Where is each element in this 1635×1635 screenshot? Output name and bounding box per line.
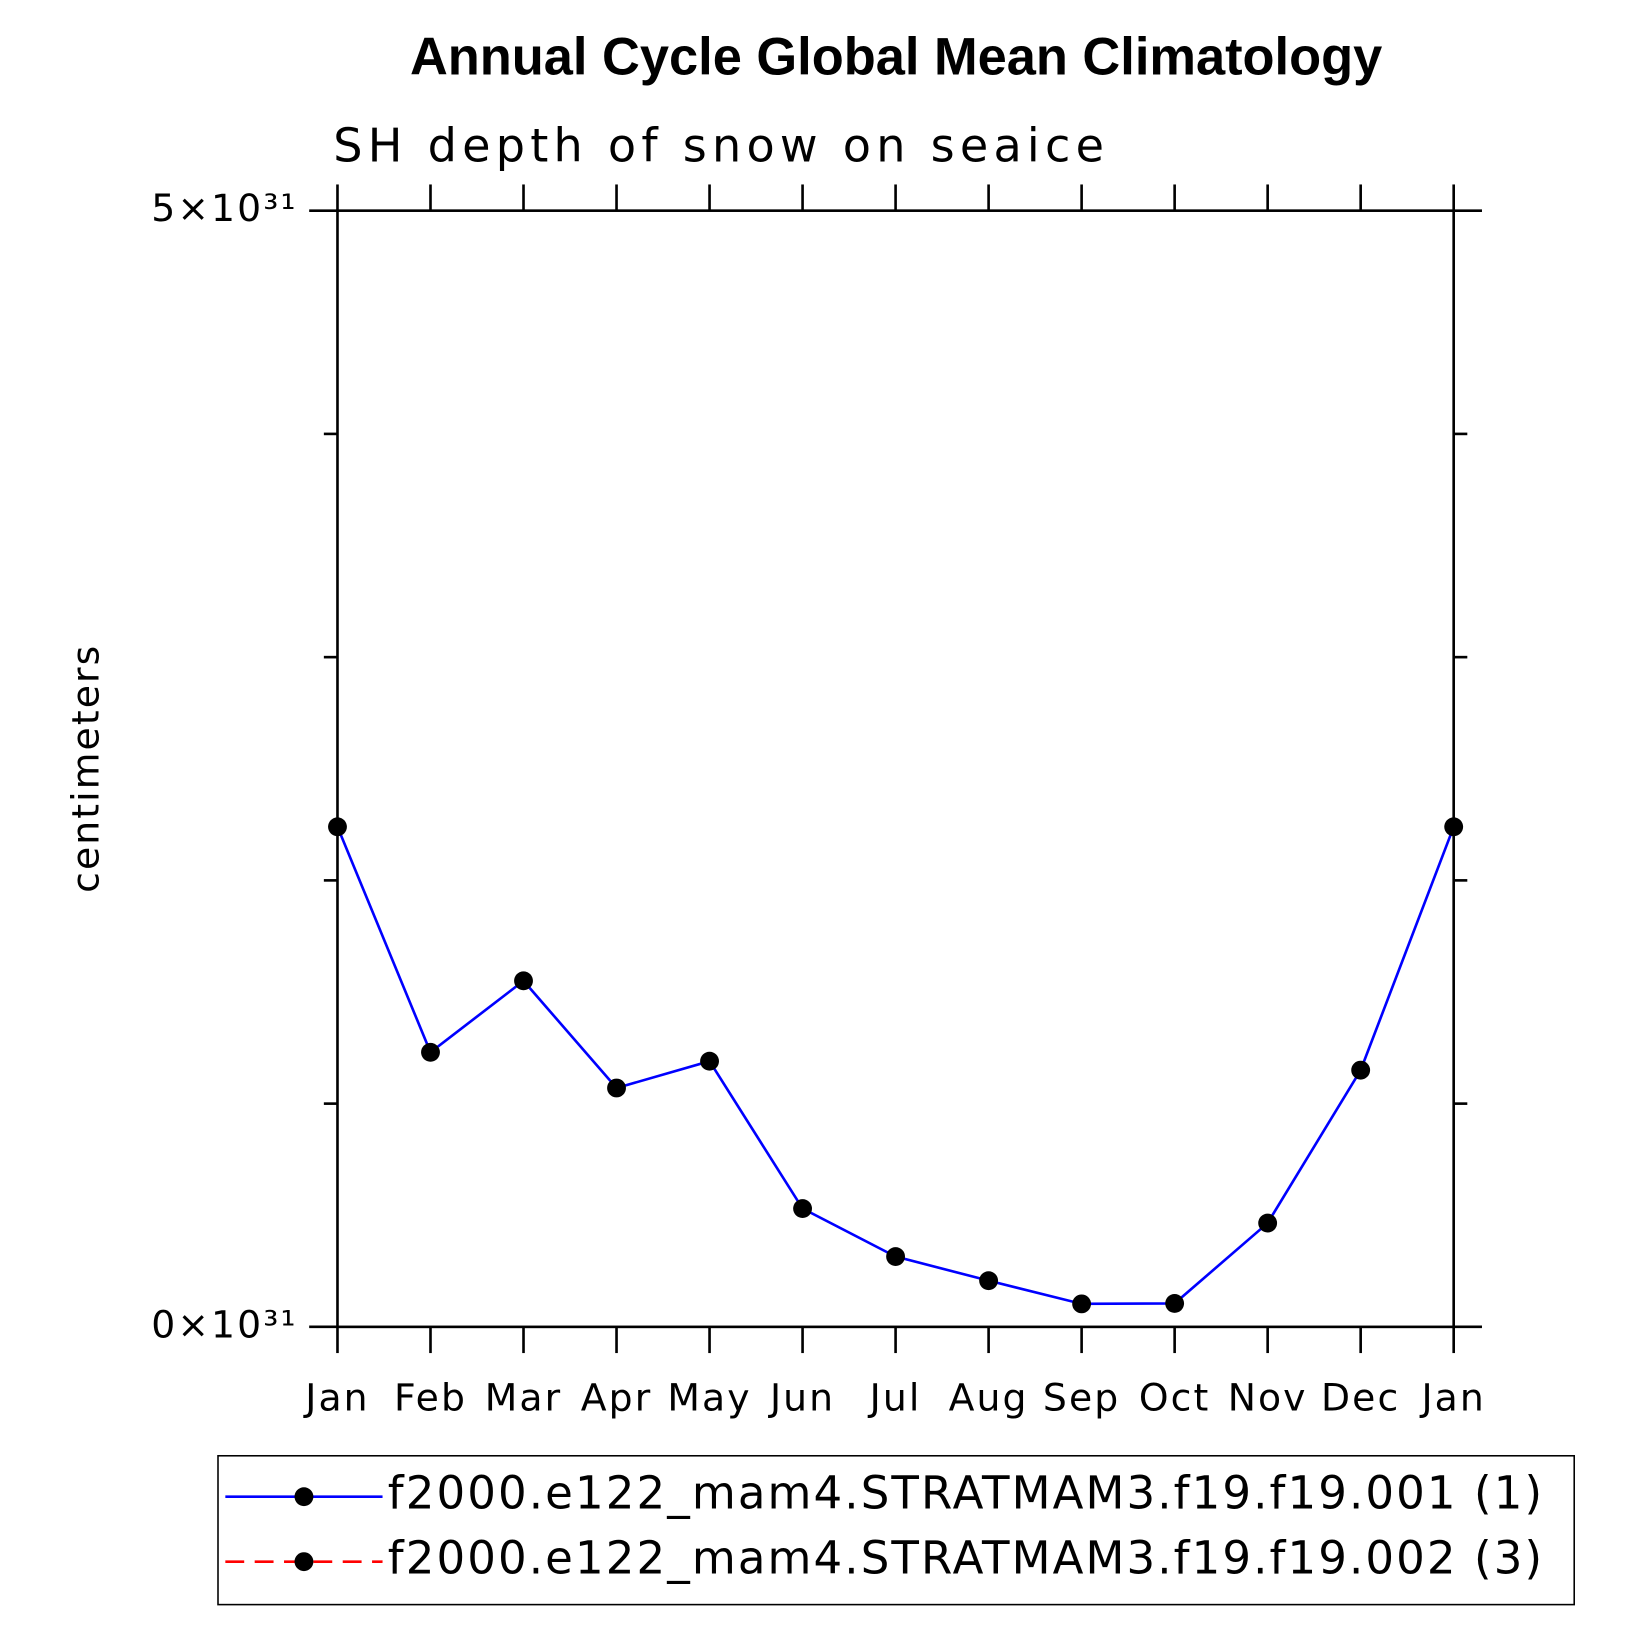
series-marker	[421, 1042, 440, 1062]
x-tick-label: Apr	[581, 1376, 653, 1420]
x-tick-label: May	[667, 1376, 751, 1420]
x-tick-label: Nov	[1228, 1376, 1308, 1420]
x-tick-label: Oct	[1139, 1376, 1211, 1420]
series-marker	[700, 1051, 719, 1071]
series-marker	[1444, 817, 1464, 837]
x-tick-label: Jul	[868, 1376, 922, 1420]
series-marker	[328, 817, 347, 837]
x-tick-label: Mar	[485, 1376, 562, 1420]
x-tick-label: Dec	[1321, 1376, 1400, 1420]
x-tick-label: Jun	[768, 1376, 835, 1420]
chart-subtitle: SH depth of snow on seaice	[333, 118, 1109, 172]
series-marker	[514, 971, 533, 991]
series-marker	[1165, 1293, 1185, 1313]
series-marker	[1258, 1213, 1278, 1233]
series-marker	[1072, 1294, 1092, 1314]
x-tick-label: Sep	[1043, 1376, 1120, 1420]
y-axis-label: centimeters	[64, 644, 108, 893]
y-tick-label: 0×10³¹	[151, 1302, 297, 1346]
x-tick-label: Feb	[394, 1376, 467, 1420]
chart-title: Annual Cycle Global Mean Climatology	[410, 29, 1382, 87]
legend-label: f2000.e122_mam4.STRATMAM3.f19.f19.001 (1…	[388, 1467, 1544, 1520]
series-marker	[1351, 1060, 1371, 1080]
legend-box	[217, 1454, 1575, 1606]
series-marker	[886, 1247, 906, 1266]
x-tick-label: Jan	[1419, 1376, 1485, 1420]
series-line	[336, 826, 1455, 1306]
legend-label: f2000.e122_mam4.STRATMAM3.f19.f19.002 (3…	[388, 1532, 1544, 1585]
x-tick-label: Jan	[303, 1376, 369, 1420]
plot-frame	[336, 209, 1455, 1329]
series-marker	[979, 1271, 999, 1291]
legend-marker	[294, 1552, 314, 1572]
y-tick-label: 5×10³¹	[151, 186, 297, 230]
series-marker	[793, 1199, 812, 1218]
series-marker	[607, 1078, 626, 1098]
x-tick-label: Aug	[949, 1376, 1029, 1420]
legend-marker	[294, 1487, 314, 1507]
